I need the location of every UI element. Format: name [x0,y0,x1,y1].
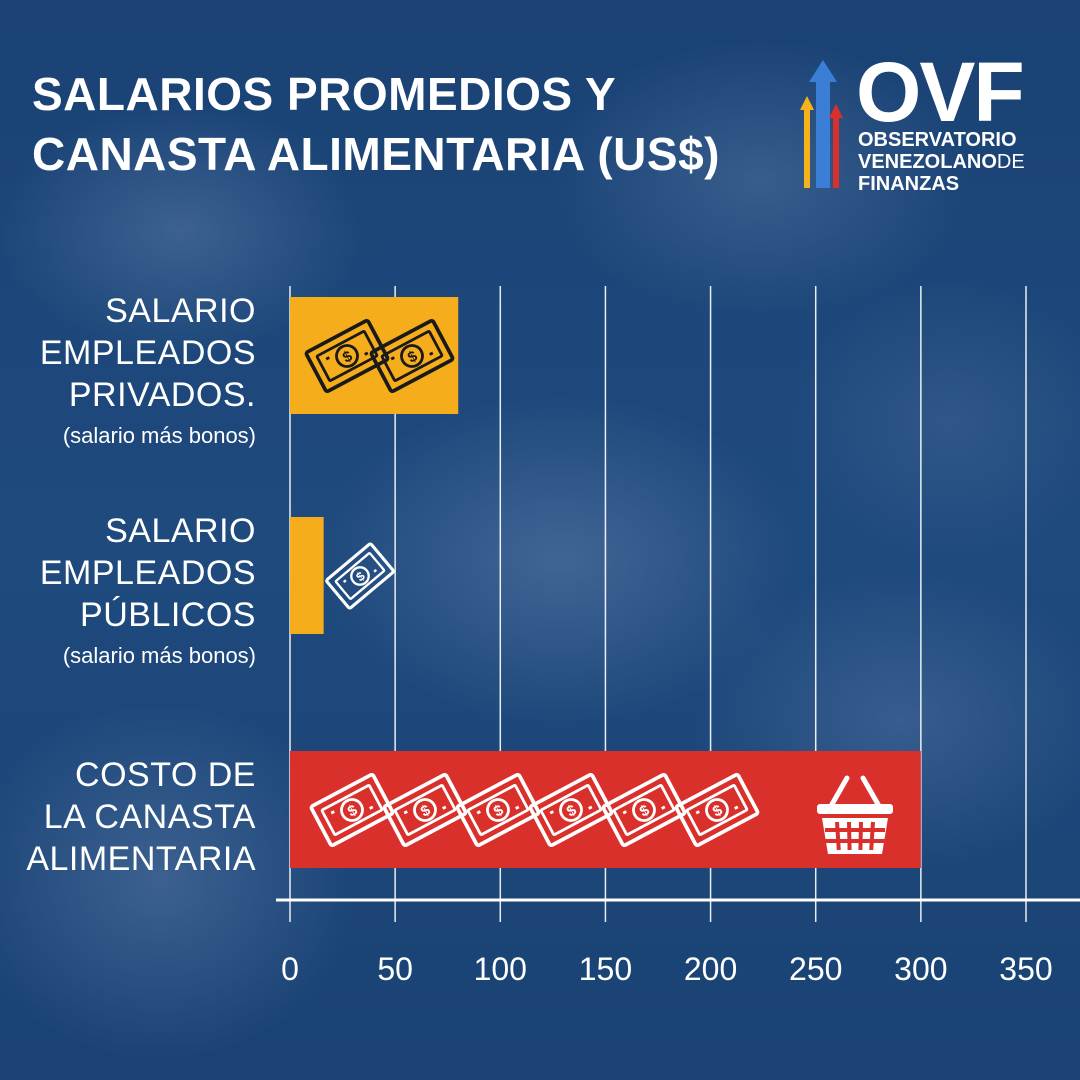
chart-title-line1: SALARIOS PROMEDIOS Y [32,68,617,120]
category-label-line: SALARIO [105,292,256,330]
x-tick-label: 300 [894,951,947,987]
x-tick-label: 350 [999,951,1052,987]
category-sublabel: (salario más bonos) [62,643,256,668]
category-label-line: EMPLEADOS [39,554,256,592]
logo-line1: OBSERVATORIO [858,129,1017,151]
money-icon: $ [325,542,395,610]
category-label-canasta: COSTO DE LA CANASTA ALIMENTARIA [26,754,256,880]
x-tick-label: 150 [579,951,632,987]
chart-title-line2: CANASTA ALIMENTARIA (US$) [32,128,720,180]
x-tick-label: 250 [789,951,842,987]
category-label-line: PÚBLICOS [80,596,256,634]
category-label-line: EMPLEADOS [39,334,256,372]
category-label-line: LA CANASTA [43,798,256,836]
category-label-line: PRIVADOS. [68,376,256,414]
category-label-line: COSTO DE [75,756,256,794]
bar-icons: $ $$$ $ $ $ $ $ [304,318,893,854]
ovf-logo: OVF OBSERVATORIO VENEZOLANODE FINANZAS [800,50,1040,196]
logo-line2: VENEZOLANODE [858,152,1025,172]
bar [290,517,324,634]
money-icon: $ [528,772,614,848]
category-label-line: SALARIO [105,512,256,550]
x-tick-label: 200 [684,951,737,987]
category-label-publicos: SALARIO EMPLEADOS PÚBLICOS (salario más … [40,510,256,676]
logo-wordmark: OVF [856,45,1025,139]
logo-line2-b: DE [996,151,1025,173]
chart-title: SALARIOS PROMEDIOS Y CANASTA ALIMENTARIA… [32,64,720,184]
money-icon: $ [304,318,390,394]
category-label-privados: SALARIO EMPLEADOS PRIVADOS. (salario más… [40,290,256,456]
logo-line2-a: VENEZOLANO [858,151,997,173]
logo-arrows-icon [800,60,843,188]
x-tick-label: 100 [474,951,527,987]
logo-line3: FINANZAS [858,173,960,195]
basket-icon [817,775,893,854]
category-label-line: ALIMENTARIA [26,840,256,878]
category-sublabel: (salario más bonos) [62,423,256,448]
x-tick-label: 0 [281,951,299,987]
x-tick-label: 50 [377,951,413,987]
